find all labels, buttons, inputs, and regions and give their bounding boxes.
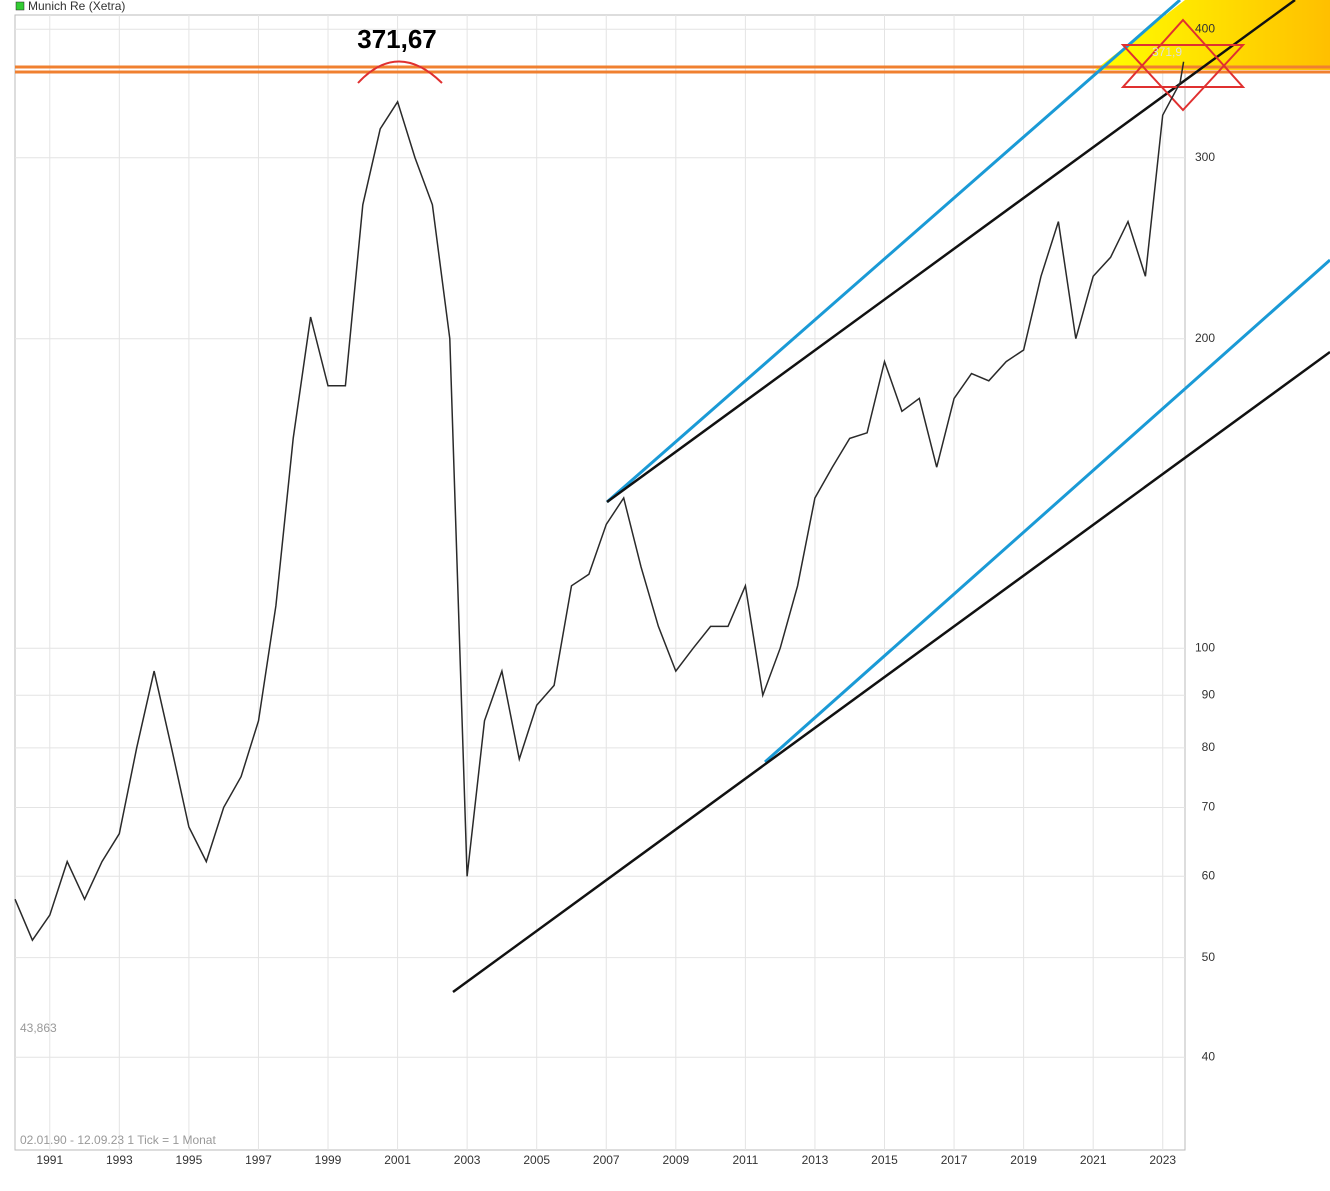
x-tick-label: 1997 bbox=[245, 1153, 272, 1167]
y-tick-label: 90 bbox=[1202, 687, 1216, 701]
x-tick-label: 2001 bbox=[384, 1153, 411, 1167]
x-tick-label: 1995 bbox=[176, 1153, 203, 1167]
x-tick-label: 2015 bbox=[871, 1153, 898, 1167]
x-tick-label: 2019 bbox=[1010, 1153, 1037, 1167]
legend-swatch bbox=[15, 1, 25, 11]
y-tick-label: 100 bbox=[1195, 640, 1215, 654]
legend-label: Munich Re (Xetra) bbox=[28, 0, 125, 13]
y-tick-label: 400 bbox=[1195, 21, 1215, 35]
price-line bbox=[14, 61, 1185, 942]
x-tick-label: 2009 bbox=[662, 1153, 689, 1167]
x-tick-label: 2005 bbox=[523, 1153, 550, 1167]
y-tick-label: 50 bbox=[1202, 950, 1216, 964]
y-tick-label: 80 bbox=[1202, 740, 1216, 754]
x-tick-label: 1999 bbox=[315, 1153, 342, 1167]
x-tick-label: 2011 bbox=[732, 1153, 758, 1167]
peak-label: 371,67 bbox=[357, 24, 437, 54]
x-tick-label: 2021 bbox=[1080, 1153, 1107, 1167]
x-tick-label: 2013 bbox=[802, 1153, 829, 1167]
x-tick-label: 2007 bbox=[593, 1153, 620, 1167]
y-tick-label: 300 bbox=[1195, 150, 1215, 164]
x-tick-label: 1993 bbox=[106, 1153, 133, 1167]
footer: 02.01.90 - 12.09.23 1 Tick = 1 Monat bbox=[20, 1133, 216, 1147]
trend-line bbox=[764, 258, 1330, 764]
last-label: 371,9 bbox=[1152, 45, 1182, 59]
y-tick-label: 40 bbox=[1202, 1049, 1216, 1063]
x-tick-label: 2023 bbox=[1149, 1153, 1176, 1167]
x-tick-label: 2017 bbox=[941, 1153, 968, 1167]
grid bbox=[15, 15, 1185, 1150]
x-tick-label: 1991 bbox=[36, 1153, 63, 1167]
trend-line bbox=[452, 350, 1330, 994]
star bbox=[1120, 18, 1246, 88]
y-tick-label: 200 bbox=[1195, 331, 1215, 345]
plot-area bbox=[14, 14, 1186, 1151]
star bbox=[1120, 44, 1246, 112]
y-tick-label: 70 bbox=[1202, 800, 1216, 814]
peak-arc bbox=[357, 60, 443, 84]
trend-line bbox=[606, 0, 1181, 504]
y-tick-label: 60 bbox=[1202, 868, 1216, 882]
series bbox=[14, 61, 1185, 942]
x-tick-label: 2003 bbox=[454, 1153, 481, 1167]
low-label: 43,863 bbox=[20, 1021, 57, 1035]
